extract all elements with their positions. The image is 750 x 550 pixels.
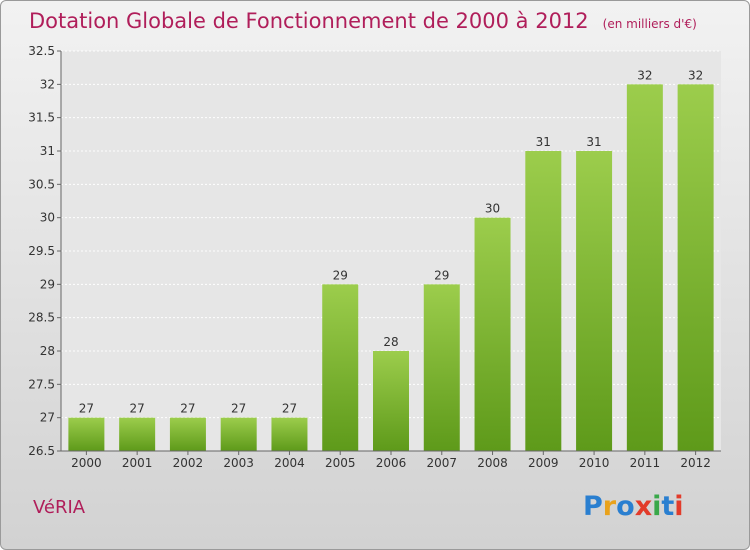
gridlines bbox=[61, 50, 721, 452]
bar bbox=[271, 417, 308, 451]
y-tick-label: 27 bbox=[40, 411, 55, 425]
data-label: 27 bbox=[282, 402, 297, 416]
bar bbox=[373, 351, 409, 451]
y-tick-label: 31 bbox=[40, 144, 55, 158]
y-tick-label: 27.5 bbox=[28, 377, 55, 391]
data-label: 32 bbox=[637, 68, 652, 82]
data-label: 29 bbox=[333, 268, 348, 282]
y-tick-label: 29.5 bbox=[28, 244, 55, 258]
x-tick-label: 2001 bbox=[122, 456, 153, 470]
bar bbox=[322, 284, 359, 451]
chart-title: Dotation Globale de Fonctionnement de 20… bbox=[29, 9, 697, 33]
y-tick-label: 30 bbox=[40, 211, 55, 225]
bar bbox=[220, 417, 257, 451]
data-label: 27 bbox=[79, 402, 94, 416]
x-tick-label: 2006 bbox=[376, 456, 407, 470]
x-tick-label: 2008 bbox=[477, 456, 508, 470]
bar bbox=[626, 84, 663, 451]
y-tick-label: 32 bbox=[40, 77, 55, 91]
data-label: 31 bbox=[586, 135, 601, 149]
x-tick-label: 2011 bbox=[630, 456, 661, 470]
y-tick-label: 31.5 bbox=[28, 111, 55, 125]
x-tick-label: 2002 bbox=[173, 456, 204, 470]
data-label: 27 bbox=[180, 402, 195, 416]
bar bbox=[423, 284, 460, 451]
data-label: 32 bbox=[688, 68, 703, 82]
proxiti-logo: Proxiti bbox=[583, 491, 684, 522]
data-label: 31 bbox=[536, 135, 551, 149]
y-tick-label: 26.5 bbox=[28, 444, 55, 458]
x-tick-label: 2003 bbox=[223, 456, 254, 470]
data-label: 28 bbox=[383, 335, 398, 349]
bar bbox=[68, 417, 105, 451]
x-tick-label: 2000 bbox=[71, 456, 102, 470]
x-tick-label: 2012 bbox=[680, 456, 711, 470]
y-axis: 26.5 27 27.5 28 28.5 29 29.5 30 30.5 31 31.5 32 32.5 bbox=[28, 44, 62, 458]
bars: 27 27 27 27 27 29 28 29 30 31 31 32 32 bbox=[68, 68, 714, 451]
y-tick-label: 30.5 bbox=[28, 177, 55, 191]
bar bbox=[474, 217, 511, 451]
x-axis: 2000 2001 2002 2003 2004 2005 2006 2007 2008 2009… bbox=[61, 450, 721, 470]
bar bbox=[677, 84, 714, 451]
bar bbox=[119, 417, 156, 451]
bar bbox=[525, 151, 562, 451]
data-label: 29 bbox=[434, 268, 449, 282]
y-tick-label: 29 bbox=[40, 277, 55, 291]
bar bbox=[169, 417, 206, 451]
x-tick-label: 2009 bbox=[528, 456, 559, 470]
data-label: 27 bbox=[231, 402, 246, 416]
data-label: 30 bbox=[485, 202, 500, 216]
x-tick-label: 2005 bbox=[325, 456, 356, 470]
y-tick-label: 28 bbox=[40, 344, 55, 358]
bar bbox=[576, 151, 613, 451]
x-tick-label: 2004 bbox=[274, 456, 305, 470]
y-tick-label: 32.5 bbox=[28, 44, 55, 58]
title-text: Dotation Globale de Fonctionnement de 20… bbox=[29, 9, 589, 33]
x-tick-label: 2007 bbox=[426, 456, 457, 470]
y-tick-label: 28.5 bbox=[28, 311, 55, 325]
data-label: 27 bbox=[130, 402, 145, 416]
unit-label: (en milliers d'€) bbox=[602, 17, 697, 31]
place-name: VéRIA bbox=[33, 497, 86, 518]
x-tick-label: 2010 bbox=[579, 456, 610, 470]
